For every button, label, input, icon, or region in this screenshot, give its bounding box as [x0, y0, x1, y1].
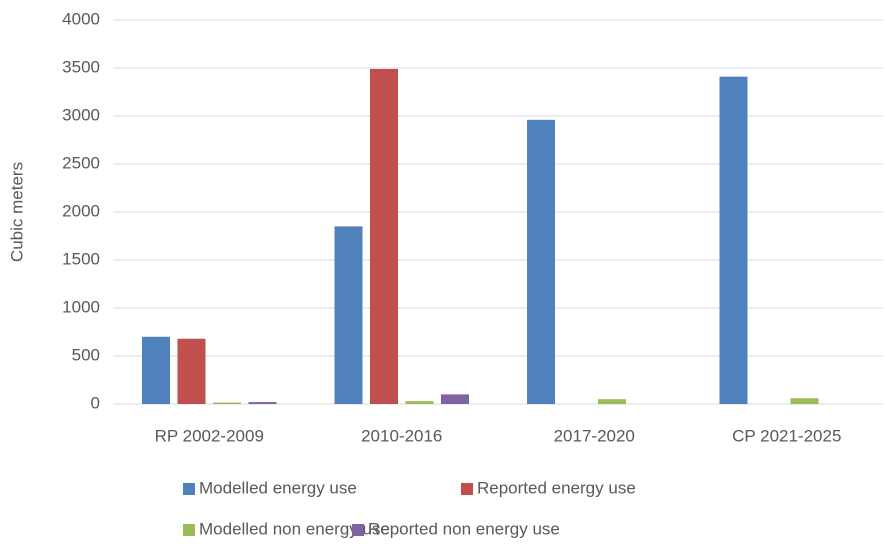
bar: [334, 226, 363, 404]
y-tick-label: 1500: [62, 249, 100, 268]
y-tick-label: 0: [91, 393, 100, 412]
legend-swatch: [183, 483, 195, 495]
legend-swatch: [461, 483, 473, 495]
y-tick-label: 3000: [62, 105, 100, 124]
bar: [248, 402, 277, 404]
y-tick-label: 2000: [62, 201, 100, 220]
bar: [441, 394, 469, 404]
bar: [790, 398, 819, 404]
bar: [370, 68, 398, 405]
legend-swatch: [183, 524, 195, 536]
bar: [177, 338, 206, 404]
bar: [405, 401, 434, 404]
y-tick-label: 500: [72, 345, 100, 364]
x-tick-label: 2010-2016: [361, 426, 442, 445]
x-tick-label: 2017-2020: [554, 426, 635, 445]
legend-swatch: [352, 524, 364, 536]
bar: [142, 336, 170, 404]
bar: [213, 402, 241, 404]
bar: [598, 399, 626, 404]
y-tick-label: 4000: [62, 9, 100, 28]
x-tick-label: CP 2021-2025: [732, 426, 841, 445]
x-tick-label: RP 2002-2009: [155, 426, 264, 445]
bar: [527, 119, 555, 404]
y-axis-label: Cubic meters: [7, 162, 26, 262]
y-tick-label: 1000: [62, 297, 100, 316]
legend-label: Reported energy use: [477, 478, 636, 497]
legend-label: Modelled energy use: [199, 478, 357, 497]
y-tick-label: 2500: [62, 153, 100, 172]
legend-label: Reported non energy use: [368, 519, 560, 538]
bar: [719, 76, 748, 404]
legend-label: Modelled non energy use: [199, 519, 390, 538]
y-tick-label: 3500: [62, 57, 100, 76]
